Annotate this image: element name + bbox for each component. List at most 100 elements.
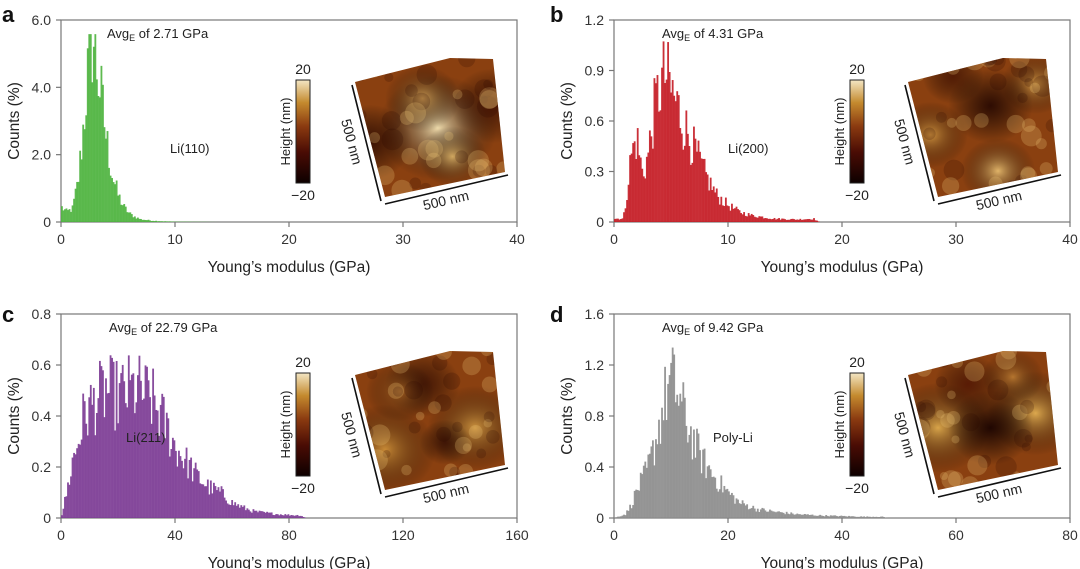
histogram-bar [769,509,771,518]
average-annotation: AvgE of 4.31 GPa [662,26,764,43]
avg-value: of 4.31 GPa [690,26,764,41]
histogram-bar [755,511,758,518]
histogram-bar [744,215,747,222]
histogram-bar [219,491,221,518]
histogram-bar [82,393,85,518]
histogram-bar [811,219,814,222]
histogram-bar [641,474,644,518]
scale-bar-y [351,377,382,495]
y-tick-label: 0 [596,214,604,230]
colorbar-max-label: 20 [295,61,311,77]
histogram-bar [71,205,74,222]
histogram-bar [94,435,97,518]
afm-feature [418,126,487,187]
afm-grain [941,470,961,490]
scale-label-x: 500 nm [421,480,470,506]
histogram-bar [144,365,147,518]
afm-grain [995,351,1017,370]
histogram-bar [175,450,177,518]
histogram-bar [138,355,141,518]
histogram-bar [842,516,844,518]
afm-grain [476,448,487,459]
histogram-bar [206,479,209,518]
histogram-bars [61,34,220,223]
histogram-bar [740,213,742,222]
histogram-bar [860,516,863,518]
afm-grain [1042,476,1058,490]
histogram-bar [652,440,654,518]
histogram-bar [285,515,288,518]
histogram-bar [773,511,776,518]
histogram-bar [700,473,703,518]
histogram-bar [756,217,759,222]
histogram-bar [220,486,223,518]
histogram-bar [665,419,668,518]
panel-letter: c [2,302,14,327]
histogram-bar [808,218,811,222]
histogram-bar [691,162,694,222]
afm-surface [355,58,505,197]
histogram-bar [661,67,663,222]
afm-grain [436,426,452,442]
histogram-bar [108,167,110,222]
histogram-bar [298,516,300,518]
y-tick-label: 0.3 [585,164,605,180]
histogram-bar [720,196,723,222]
histogram-bar [673,354,676,518]
afm-grain [462,356,481,376]
histogram-bar [706,174,709,222]
histogram-bar [635,158,638,222]
histogram-bar [735,206,738,222]
histogram-bar [109,355,112,518]
histogram-bar [825,515,828,518]
avg-value: of 9.42 GPa [690,320,764,335]
afm-grain [940,413,955,428]
histogram-bar [743,212,746,222]
histogram-bar [301,516,303,518]
histogram-bar [796,513,799,518]
histogram-bar [737,499,739,518]
colorbar-title: Height (nm) [278,391,293,459]
afm-feature [366,361,434,422]
histogram-bar [64,496,66,518]
histogram-bar [738,210,741,222]
histogram-bar [626,510,628,518]
afm-grain [381,128,404,151]
histogram-bar [68,484,71,518]
histogram-bar [682,149,685,222]
histogram-bar [680,401,683,518]
histogram-bar [787,219,790,222]
afm-grain [1035,138,1047,150]
histogram-bar [814,220,817,222]
histogram-bar [633,490,636,518]
y-tick-label: 0.6 [585,113,605,129]
histogram-bar [688,146,691,222]
scale-bar-y [904,377,935,495]
histogram-bar [61,515,63,518]
histogram-bar [135,218,138,222]
histogram-bar [62,508,65,518]
histogram-bar [632,505,635,518]
histogram-bar [88,397,91,518]
histogram-bar [293,515,296,518]
histogram-bar [178,450,180,518]
histogram-bar [150,423,153,518]
histogram-bar [257,512,259,518]
histogram-bar [729,494,732,518]
histogram-bar [753,216,756,222]
histogram-bars [614,41,820,223]
histogram-bar [813,515,815,518]
histogram-bar [238,507,241,518]
histogram-bar [728,206,730,222]
afm-grain [467,159,490,182]
histogram-bar [677,405,680,518]
histogram-bar [615,218,618,222]
histogram-bar [837,516,840,518]
afm-grain [1020,166,1036,181]
histogram-bar [724,197,727,222]
afm-grain [988,176,1003,191]
histogram-bar [794,514,797,518]
histogram-bar [729,210,732,222]
histogram-bar [89,34,92,222]
afm-grain [916,351,926,361]
